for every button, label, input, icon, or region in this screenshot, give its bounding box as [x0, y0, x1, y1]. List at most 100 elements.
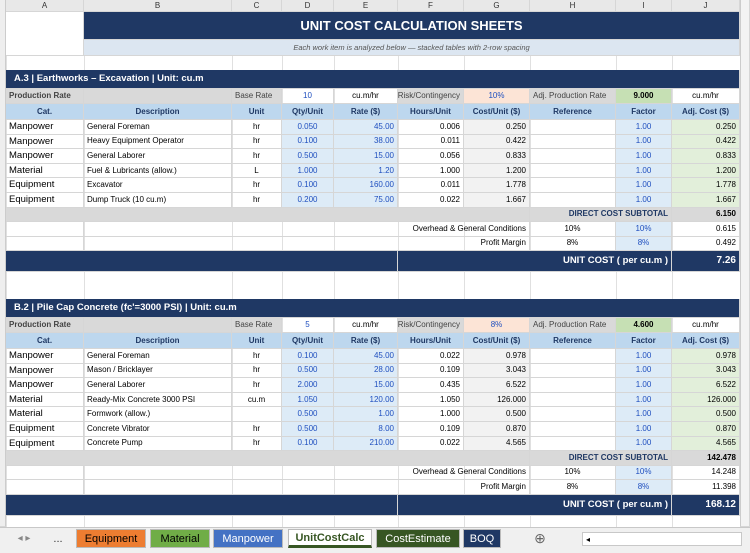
cell-qty: 0.100 [282, 349, 334, 364]
cell-cost: 0.422 [464, 135, 530, 150]
cell-cat: Manpower [6, 378, 84, 393]
cell-reference [530, 364, 616, 379]
cell-adj: 4.565 [672, 437, 740, 452]
add-sheet[interactable]: ⊕ [530, 529, 550, 548]
cell-cost: 0.250 [464, 120, 530, 135]
cell-desc: Ready-Mix Concrete 3000 PSI [84, 393, 232, 408]
subtotal-fill [6, 208, 530, 223]
cell-unit: hr [232, 135, 282, 150]
cell-desc: General Laborer [84, 378, 232, 393]
cell-hours: 1.000 [398, 164, 464, 179]
cell-rate: 75.00 [334, 193, 398, 208]
cell-desc: General Laborer [84, 149, 232, 164]
tab-nav[interactable]: ◂ ▸ [4, 529, 44, 548]
cell-rate: 45.00 [334, 120, 398, 135]
cell-reference [530, 149, 616, 164]
overhead-pct: 10% [530, 222, 616, 237]
profit-factor: 8% [616, 480, 672, 495]
cell-factor: 1.00 [616, 393, 672, 408]
sheet-tab[interactable]: CostEstimate [376, 529, 460, 548]
cell-cat: Manpower [6, 364, 84, 379]
base-unit: cu.m/hr [334, 318, 398, 333]
cell-hours: 0.022 [398, 437, 464, 452]
column-header: D [282, 0, 334, 12]
cell-qty: 0.500 [282, 422, 334, 437]
cell-cost: 0.870 [464, 422, 530, 437]
cell-qty: 0.500 [282, 149, 334, 164]
cell-factor: 1.00 [616, 164, 672, 179]
cell-rate: 210.00 [334, 437, 398, 452]
cell-desc: General Foreman [84, 120, 232, 135]
title-side [6, 12, 84, 56]
sheet-tab[interactable]: Manpower [213, 529, 283, 548]
profit-label: Profit Margin [84, 237, 530, 252]
cell-cat: Material [6, 164, 84, 179]
table-header: Adj. Cost ($) [672, 104, 740, 120]
risk-value: 10% [464, 89, 530, 104]
cell-adj: 0.250 [672, 120, 740, 135]
cell-unit: hr [232, 349, 282, 364]
column-header: J [672, 0, 740, 12]
cell-hours: 0.056 [398, 149, 464, 164]
cell-reference [530, 407, 616, 422]
cell-qty: 1.000 [282, 164, 334, 179]
cell-cat: Material [6, 407, 84, 422]
cell-adj: 3.043 [672, 364, 740, 379]
cell-reference [530, 437, 616, 452]
table-header: Qty/Unit [282, 333, 334, 349]
cell-adj: 1.667 [672, 193, 740, 208]
adj-unit: cu.m/hr [672, 89, 740, 104]
cell-factor: 1.00 [616, 349, 672, 364]
table-header: Reference [530, 333, 616, 349]
production-label: Production Rate [6, 89, 84, 104]
cell-reference [530, 422, 616, 437]
column-header: G [464, 0, 530, 12]
cell-unit: hr [232, 178, 282, 193]
unit-cost-fill [6, 251, 398, 272]
cell-cost: 126.000 [464, 393, 530, 408]
production-fill [84, 318, 232, 333]
cell-cost: 0.833 [464, 149, 530, 164]
table-header: Unit [232, 104, 282, 120]
cell-rate: 160.00 [334, 178, 398, 193]
sheet-tab[interactable]: Equipment [76, 529, 146, 548]
base-rate: 10 [282, 89, 334, 104]
sheet-tab[interactable]: BOQ [463, 529, 501, 548]
cell-unit: hr [232, 193, 282, 208]
cell-desc: General Foreman [84, 349, 232, 364]
h-scrollbar[interactable]: ◂ [582, 532, 742, 546]
cell-cost: 1.667 [464, 193, 530, 208]
unit-cost-fill [6, 495, 398, 516]
subtotal-label: DIRECT COST SUBTOTAL [530, 208, 672, 223]
cell-adj: 0.422 [672, 135, 740, 150]
cell-hours: 0.109 [398, 364, 464, 379]
cell-rate: 15.00 [334, 378, 398, 393]
cell-hours: 0.109 [398, 422, 464, 437]
cell-rate: 120.00 [334, 393, 398, 408]
base-rate-label: Base Rate [232, 318, 282, 333]
cell-hours: 0.435 [398, 378, 464, 393]
sheet-tab[interactable]: Material [150, 529, 210, 548]
production-label: Production Rate [6, 318, 84, 333]
cell-rate: 28.00 [334, 364, 398, 379]
cell-unit [232, 407, 282, 422]
unit-cost-label: UNIT COST ( per cu.m ) [398, 495, 672, 516]
column-header: F [398, 0, 464, 12]
cell-reference [530, 135, 616, 150]
overhead-label: Overhead & General Conditions [84, 222, 530, 237]
risk-label: Risk/Contingency [398, 318, 464, 333]
cell-factor: 1.00 [616, 149, 672, 164]
table-header: Cat. [6, 333, 84, 349]
section-header: B.2 | Pile Cap Concrete (fc'=3000 PSI) |… [6, 299, 740, 318]
sheet-tab[interactable]: UnitCostCalc [288, 529, 372, 548]
profit-pct: 8% [530, 237, 616, 252]
cell-hours: 0.011 [398, 178, 464, 193]
cell-adj: 1.200 [672, 164, 740, 179]
cell-cat: Equipment [6, 193, 84, 208]
cell-cost: 3.043 [464, 364, 530, 379]
cell-factor: 1.00 [616, 193, 672, 208]
column-header: E [334, 0, 398, 12]
tab-more[interactable]: ... [46, 529, 70, 548]
profit-pct: 8% [530, 480, 616, 495]
